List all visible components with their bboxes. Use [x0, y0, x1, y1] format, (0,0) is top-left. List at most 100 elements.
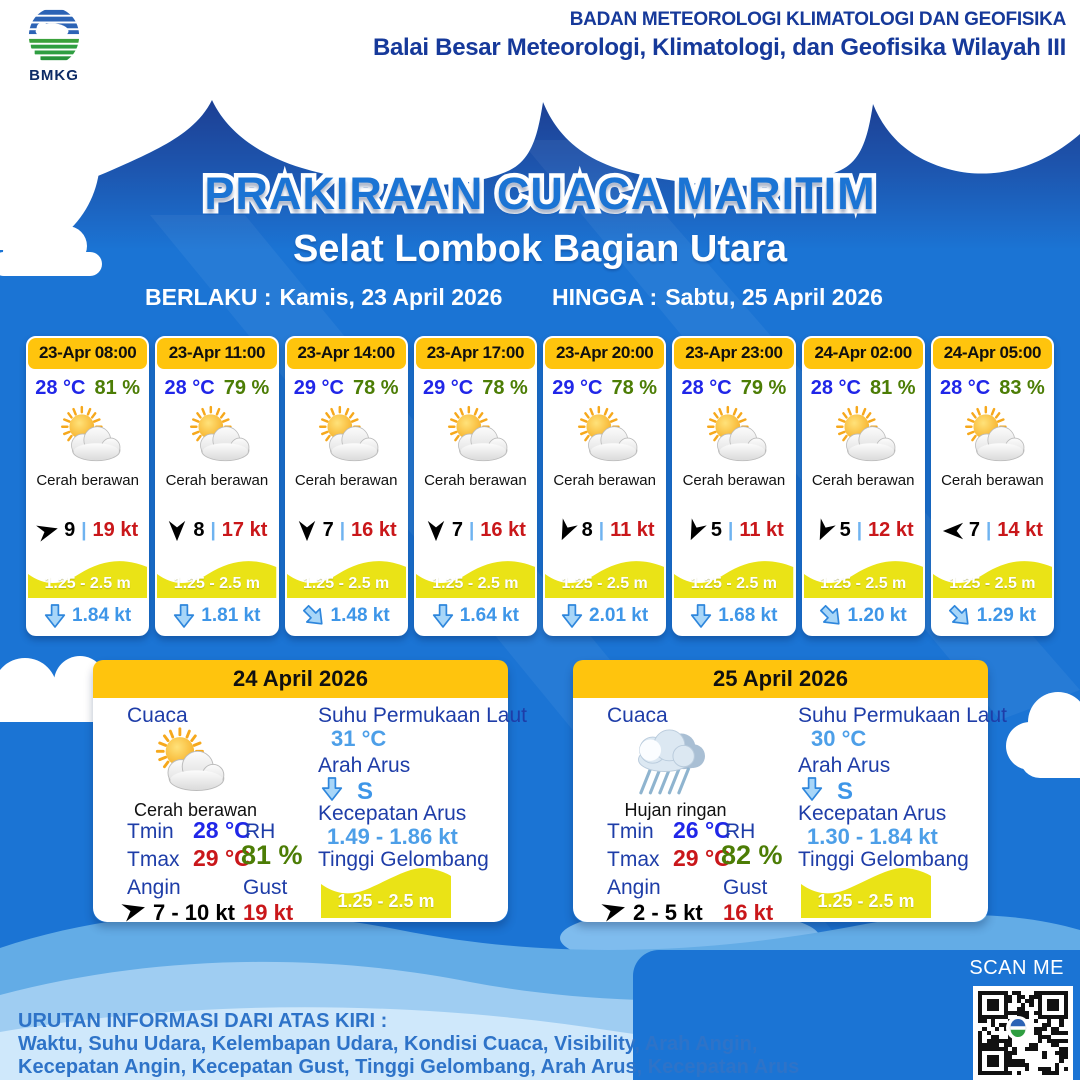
relative-humidity: 78 %: [611, 377, 658, 399]
weather-icon: [28, 403, 147, 469]
bmkg-logo-icon: [16, 6, 92, 66]
wave-height-band: 1.25 - 2.5 m: [28, 548, 148, 598]
current-speed-value: 1.30 - 1.84 kt: [807, 824, 938, 849]
weather-icon: [287, 403, 406, 469]
air-temperature: 29 °C: [293, 377, 344, 399]
forecast-time: 24-Apr 02:00: [803, 338, 923, 369]
current-row: 1.81 kt: [157, 598, 277, 634]
tmin-value: 26 °C: [673, 817, 731, 843]
wind-direction-icon: [120, 895, 151, 929]
wave-height-band: 1.25 - 2.5 m: [321, 866, 451, 918]
valid-until-label: HINGGA :: [552, 284, 658, 310]
daily-wind-row: 7 - 10 kt: [123, 898, 235, 927]
wind-range: 7 - 10 kt: [153, 899, 235, 925]
hourly-forecast-card: 23-Apr 08:00 28 °C 81 % Cerah berawan 9 …: [26, 336, 150, 636]
sea-surface-temp-value: 30 °C: [811, 726, 867, 751]
wave-height: 1.25 - 2.5 m: [302, 575, 390, 592]
wave-height: 1.25 - 2.5 m: [44, 575, 131, 592]
valid-from-value: Kamis, 23 April 2026: [279, 284, 503, 310]
wave-height-label: Tinggi Gelombang: [318, 848, 489, 871]
tmax-label: Tmax: [607, 848, 660, 871]
top-wave-decoration: [0, 40, 1080, 250]
daily-card-body: Cuaca Hujan ringan Tmin 26 °C Tmax 29 °C…: [573, 698, 1007, 925]
legend-line2: Kecepatan Angin, Kecepatan Gust, Tinggi …: [18, 1056, 800, 1078]
current-speed-value: 1.49 - 1.86 kt: [327, 824, 458, 849]
wave-height-band: 1.25 - 2.5 m: [932, 548, 1052, 598]
current-direction-icon: [814, 599, 848, 633]
forecast-time: 23-Apr 23:00: [674, 338, 794, 369]
current-row: 1.29 kt: [932, 598, 1052, 634]
current-speed: 1.64 kt: [459, 605, 519, 626]
current-direction-icon: [297, 599, 331, 633]
relative-humidity: 78 %: [352, 377, 399, 399]
wind-direction-icon: [166, 520, 188, 542]
weather-icon: [545, 403, 664, 469]
daily-weather-condition: Cerah berawan: [133, 800, 258, 820]
current-speed: 1.68 kt: [718, 605, 778, 626]
relative-humidity: 79 %: [740, 377, 787, 399]
wave-height-band: 1.25 - 2.5 m: [674, 548, 794, 598]
visibility-value: 8: [581, 519, 593, 541]
visibility-value: 7: [451, 519, 463, 541]
weather-label: Cuaca: [127, 704, 188, 727]
air-temperature: 28 °C: [939, 377, 991, 399]
valid-until-value: Sabtu, 25 April 2026: [665, 284, 883, 310]
weather-condition: Cerah berawan: [165, 472, 269, 489]
wind-row: 5 | 12 kt: [804, 519, 923, 542]
cloud-left: [0, 226, 102, 276]
relative-humidity: 83 %: [999, 377, 1045, 399]
separator: |: [728, 519, 734, 541]
weather-icon: [804, 403, 923, 469]
weather-condition: Cerah berawan: [36, 472, 139, 489]
tmax-value: 29 °C: [193, 845, 251, 871]
agency-header: BADAN METEOROLOGI KLIMATOLOGI DAN GEOFIS…: [373, 9, 1066, 62]
current-direction-icon: [561, 603, 583, 629]
temp-humidity-row: 29 °C 78 %: [545, 369, 664, 400]
wave-height-value: 1.25 - 2.5 m: [337, 891, 435, 911]
legend-line1: Waktu, Suhu Udara, Kelembapan Udara, Kon…: [18, 1033, 758, 1055]
hourly-forecast-card: 23-Apr 23:00 28 °C 79 % Cerah berawan 5 …: [672, 336, 796, 636]
air-temperature: 28 °C: [35, 377, 86, 399]
weather-label: Cuaca: [607, 704, 668, 727]
wind-direction-icon: [942, 520, 964, 542]
qr-pattern: [978, 991, 1068, 1075]
tmin-value: 28 °C: [193, 817, 251, 843]
wave-height: 1.25 - 2.5 m: [561, 575, 648, 592]
separator: |: [856, 519, 863, 541]
wave-height-label: Tinggi Gelombang: [798, 848, 969, 871]
wave-height-band: 1.25 - 2.5 m: [801, 866, 931, 918]
daily-wind-row: 2 - 5 kt: [603, 898, 703, 927]
qr-bmkg-logo-icon: [1006, 1016, 1030, 1040]
current-row: 1.48 kt: [286, 598, 406, 634]
forecast-time: 24-Apr 05:00: [932, 338, 1052, 369]
relative-humidity: 79 %: [223, 377, 270, 399]
current-speed: 2.01 kt: [589, 605, 649, 626]
wave-height: 1.25 - 2.5 m: [819, 575, 907, 592]
current-row: 1.68 kt: [674, 598, 794, 634]
cloud-right: [1006, 692, 1080, 778]
daily-forecast-card: 24 April 2026 Cuaca Cerah berawan Tmin 2…: [93, 660, 527, 925]
wind-direction-icon: [809, 516, 838, 545]
wind-range: 2 - 5 kt: [633, 899, 703, 925]
air-temperature: 28 °C: [810, 377, 861, 399]
wind-direction-icon: [600, 895, 631, 929]
forecast-time: 23-Apr 08:00: [28, 338, 148, 369]
current-row: 1.84 kt: [28, 598, 148, 634]
air-temperature: 28 °C: [681, 377, 732, 399]
current-direction-label: Arah Arus: [318, 754, 411, 777]
current-speed: 1.29 kt: [976, 605, 1036, 626]
wind-speed: 17 kt: [221, 519, 268, 541]
wave-height-band: 1.25 - 2.5 m: [545, 548, 665, 598]
current-speed: 1.81 kt: [201, 605, 261, 626]
air-temperature: 28 °C: [164, 377, 215, 399]
wind-row: 8 | 17 kt: [157, 519, 276, 542]
tmax-value: 29 °C: [673, 845, 731, 871]
wind-direction-icon: [425, 520, 447, 542]
temp-humidity-row: 28 °C 79 %: [674, 369, 793, 400]
scan-me-label: SCAN ME: [969, 957, 1064, 979]
wind-speed: 16 kt: [480, 519, 526, 541]
gust-value: 19 kt: [243, 900, 294, 925]
current-row: 2.01 kt: [545, 598, 665, 634]
weather-condition: Cerah berawan: [424, 472, 527, 489]
